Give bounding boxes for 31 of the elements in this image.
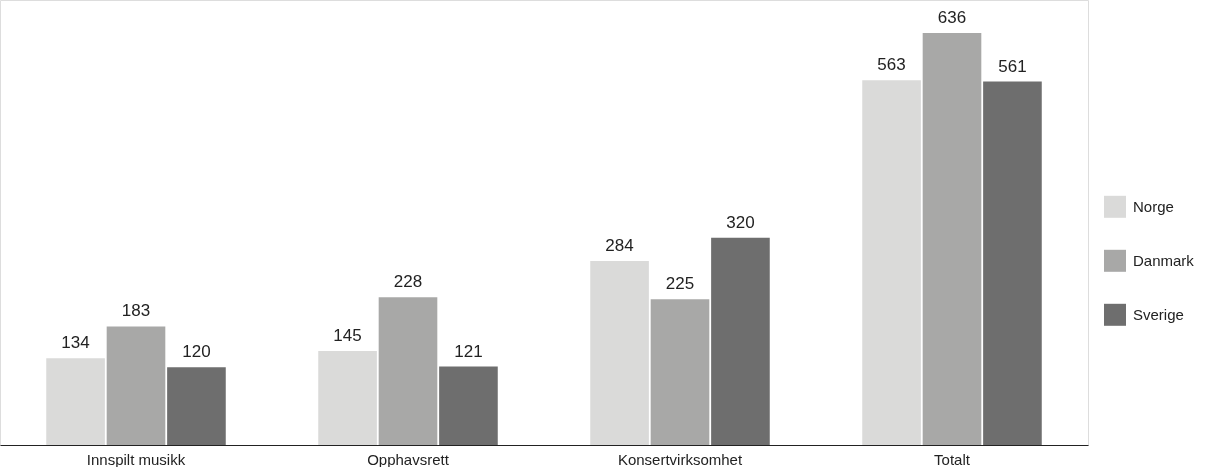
bar [862,80,921,445]
legend-label: Danmark [1133,251,1195,269]
data-label: 145 [333,326,362,346]
bar [922,32,982,445]
data-label: 134 [61,333,90,353]
legend-label: Sverige [1133,305,1184,323]
bar [318,351,377,445]
data-label: 320 [726,212,755,232]
bar [983,81,1042,445]
data-label: 284 [605,236,634,256]
bar [650,299,710,445]
bar [711,237,770,445]
data-label: 636 [937,7,967,27]
x-tick-label: Opphavsrett [367,450,450,468]
data-label: 563 [877,55,906,75]
x-tick-label: Innspilt musikk [86,450,186,468]
bar [46,358,105,445]
bar [378,297,438,445]
data-label: 183 [121,301,151,321]
legend-label: Norge [1133,197,1174,215]
bar [439,366,498,445]
bar [167,367,226,445]
data-label: 225 [665,274,695,294]
data-label: 121 [454,341,483,361]
bar [590,261,649,445]
x-tick-label: Konsertvirksomhet [617,450,743,468]
data-label: 120 [182,342,211,362]
bar [106,326,166,445]
data-label: 561 [998,56,1027,76]
data-label: 228 [393,272,423,292]
x-tick-label: Totalt [934,450,971,468]
